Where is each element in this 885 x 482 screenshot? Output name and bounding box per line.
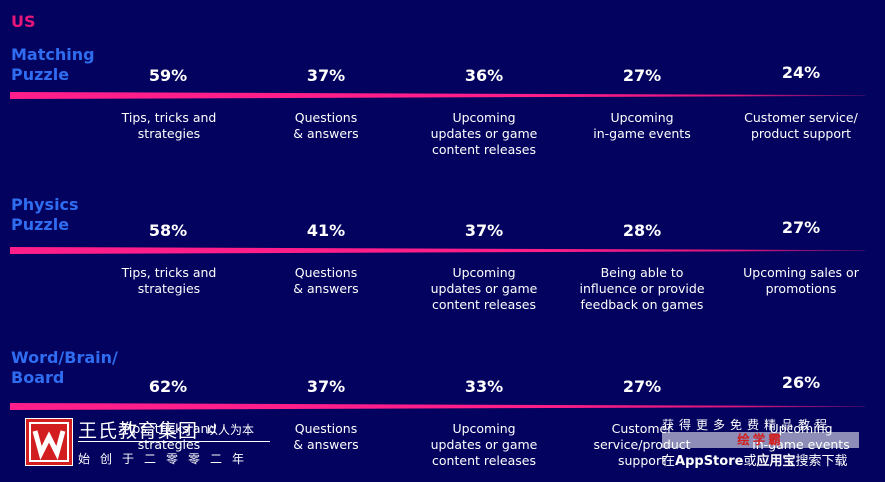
label: Upcoming updates or game content releases bbox=[430, 421, 538, 468]
w-logo-icon bbox=[25, 418, 73, 466]
percentage: 36% bbox=[464, 66, 504, 85]
label: Tips, tricks and strategies bbox=[121, 265, 217, 296]
category-line: Word/Brain/ bbox=[11, 348, 118, 367]
region-title: US bbox=[11, 12, 36, 31]
divider-bar bbox=[10, 403, 865, 410]
percentage: 62% bbox=[148, 377, 188, 396]
label: Upcoming sales or promotions bbox=[743, 265, 859, 296]
divider-bar bbox=[10, 92, 865, 99]
watermark-promo: 获得更多免费精品教程 bbox=[662, 418, 833, 432]
category-title-matching-puzzle: Matching Puzzle bbox=[11, 45, 95, 85]
percentage: 33% bbox=[464, 377, 504, 396]
label: Upcoming updates or game content releases bbox=[430, 110, 538, 157]
watermark-download-hint: 在AppStore或应用宝搜索下载 bbox=[662, 454, 848, 469]
percentage: 24% bbox=[781, 63, 821, 82]
watermark-app-name: 绘学霸 bbox=[662, 432, 859, 448]
watermark-name: 王氏教育集团 bbox=[78, 420, 199, 442]
label: Customer service/product support bbox=[744, 110, 858, 141]
percentage: 26% bbox=[781, 373, 821, 392]
label: Upcoming updates or game content releases bbox=[430, 265, 538, 312]
label: Tips, tricks and strategies bbox=[121, 421, 217, 452]
category-title-word-brain-board: Word/Brain/ Board bbox=[11, 348, 118, 388]
category-line: Physics bbox=[11, 195, 79, 214]
category-line: Matching bbox=[11, 45, 95, 64]
percentage: 27% bbox=[622, 66, 662, 85]
watermark-tagline: 以人为本 bbox=[206, 423, 255, 437]
label: Tips, tricks and strategies bbox=[121, 110, 217, 141]
percentage: 37% bbox=[306, 66, 346, 85]
label: Questions & answers bbox=[293, 110, 359, 141]
label: Questions & answers bbox=[293, 265, 359, 296]
category-line: Board bbox=[11, 368, 65, 387]
category-line: Puzzle bbox=[11, 215, 70, 234]
label: Being able to influence or provide feedbac… bbox=[579, 265, 705, 312]
category-title-physics-puzzle: Physics Puzzle bbox=[11, 195, 79, 235]
category-line: Puzzle bbox=[11, 65, 70, 84]
percentage: 59% bbox=[148, 66, 188, 85]
percentage: 28% bbox=[622, 221, 662, 240]
watermark-divider bbox=[78, 441, 270, 442]
percentage: 41% bbox=[306, 221, 346, 240]
percentage: 58% bbox=[148, 221, 188, 240]
percentage: 37% bbox=[464, 221, 504, 240]
percentage: 27% bbox=[622, 377, 662, 396]
percentage: 27% bbox=[781, 218, 821, 237]
label: Questions & answers bbox=[293, 421, 359, 452]
percentage: 37% bbox=[306, 377, 346, 396]
watermark-subtitle: 始创于二零零二年 bbox=[78, 452, 255, 466]
divider-bar bbox=[10, 247, 865, 254]
